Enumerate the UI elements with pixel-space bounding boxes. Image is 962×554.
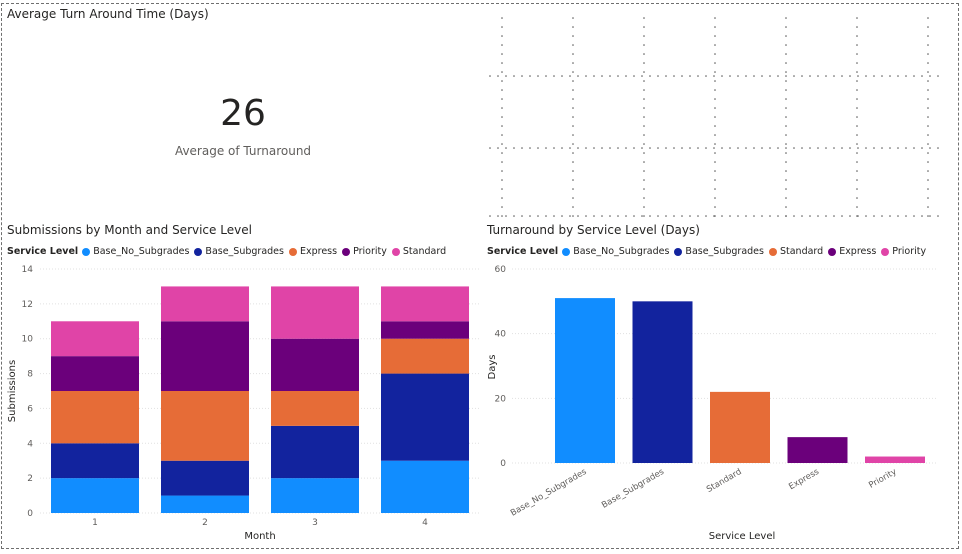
legend-label: Standard: [402, 246, 447, 257]
card-title: Average Turn Around Time (Days): [7, 7, 209, 21]
y-tick-label: 4: [27, 439, 33, 449]
legend-item[interactable]: Priority: [881, 246, 926, 257]
bar-segment: [381, 321, 469, 339]
chart2-title: Turnaround by Service Level (Days): [487, 223, 700, 237]
x-tick-label: Priority: [867, 467, 898, 491]
legend-item[interactable]: Base_Subgrades: [194, 246, 284, 257]
bar-segment: [161, 391, 249, 461]
legend-title: Service Level: [487, 246, 559, 257]
bar-segment: [271, 425, 359, 479]
x-tick-label: 3: [312, 518, 318, 528]
chart2-svg: 0 20 40 60 Base_No_Subgrades Base_Subgrades St…: [487, 265, 937, 542]
report-canvas: [1, 3, 959, 549]
legend-marker: [342, 247, 351, 256]
legend-marker: [674, 247, 683, 256]
bar-segment: [161, 321, 249, 391]
bar-segment: [271, 478, 359, 513]
bar-segment: [381, 338, 469, 374]
x-tick-label: Base_No_Subgrades: [509, 467, 589, 519]
legend-label: Standard: [779, 246, 824, 257]
legend-item[interactable]: Express: [828, 246, 876, 257]
y-axis-title: Days: [487, 355, 498, 380]
x-tick-label: 2: [202, 518, 208, 528]
empty-visual-placeholder: [489, 17, 939, 217]
chart2-legend: Service Level Base_No_Subgrades Base_Subgr…: [487, 246, 931, 257]
bar-segment: [161, 286, 249, 322]
legend-label: Base_No_Subgrades: [573, 246, 670, 257]
legend-label: Express: [839, 246, 877, 257]
legend-marker: [768, 247, 777, 256]
legend-item[interactable]: Base_No_Subgrades: [562, 246, 669, 257]
x-axis-title: Month: [244, 531, 275, 542]
bar-segment: [51, 478, 139, 513]
legend-title: Service Level: [7, 246, 79, 257]
legend-item[interactable]: Priority: [342, 246, 387, 257]
bar: [555, 298, 615, 463]
card-value: 26: [220, 93, 266, 134]
legend-marker: [82, 247, 91, 256]
bar-segment: [271, 391, 359, 426]
legend-label: Base_Subgrades: [685, 246, 764, 257]
legend-item[interactable]: Base_No_Subgrades: [82, 246, 189, 257]
legend-marker: [562, 247, 571, 256]
legend-label: Priority: [353, 246, 387, 257]
legend-marker: [391, 247, 400, 256]
y-tick-label: 12: [22, 300, 33, 310]
x-tick-label: 4: [422, 518, 428, 528]
legend-item[interactable]: Express: [288, 246, 338, 257]
legend-item[interactable]: Standard: [391, 246, 447, 257]
y-tick-label: 8: [27, 370, 33, 380]
x-tick-label: 1: [92, 518, 98, 528]
y-tick-label: 14: [22, 265, 34, 275]
bar-segment: [381, 460, 469, 513]
bar: [865, 456, 925, 463]
x-tick-label: Base_Subgrades: [600, 467, 666, 511]
x-axis-title: Service Level: [709, 531, 776, 542]
x-tick-label: Standard: [705, 467, 743, 495]
legend-label: Base_No_Subgrades: [93, 246, 190, 257]
legend-marker: [881, 247, 890, 256]
y-tick-label: 0: [500, 459, 506, 469]
x-tick-label: Express: [787, 467, 821, 493]
y-tick-label: 20: [495, 394, 507, 404]
legend-label: Base_Subgrades: [205, 246, 284, 257]
bar: [632, 301, 693, 463]
y-tick-label: 0: [27, 509, 33, 519]
legend-item[interactable]: Standard: [768, 246, 824, 257]
card-label: Average of Turnaround: [174, 144, 312, 158]
bar-segment: [161, 460, 249, 496]
bar-segment: [271, 286, 359, 339]
legend-marker: [828, 247, 837, 256]
legend-label: Priority: [892, 246, 927, 257]
y-tick-label: 60: [495, 265, 507, 275]
legend-item[interactable]: Base_Subgrades: [674, 246, 764, 257]
y-tick-label: 10: [22, 335, 34, 345]
chart1-title: Submissions by Month and Service Level: [7, 223, 252, 237]
bar-segment: [271, 338, 359, 391]
y-tick-label: 6: [27, 404, 33, 414]
legend-marker: [288, 247, 297, 256]
chart1-legend: Service Level Base_No_Subgrades Base_Subgr…: [7, 246, 451, 257]
bar-segment: [161, 495, 249, 513]
bar-segment: [51, 443, 139, 479]
bar-segment: [381, 286, 469, 322]
y-axis-title: Submissions: [7, 360, 18, 422]
bar-segment: [51, 391, 139, 444]
legend-label: Express: [299, 246, 338, 257]
bar-segment: [51, 356, 139, 391]
bar: [787, 437, 848, 463]
bar: [710, 391, 770, 463]
y-tick-label: 2: [27, 474, 33, 484]
legend-marker: [194, 247, 203, 256]
bar-segment: [381, 373, 469, 461]
bar-segment: [51, 321, 139, 357]
y-tick-label: 40: [495, 330, 507, 340]
